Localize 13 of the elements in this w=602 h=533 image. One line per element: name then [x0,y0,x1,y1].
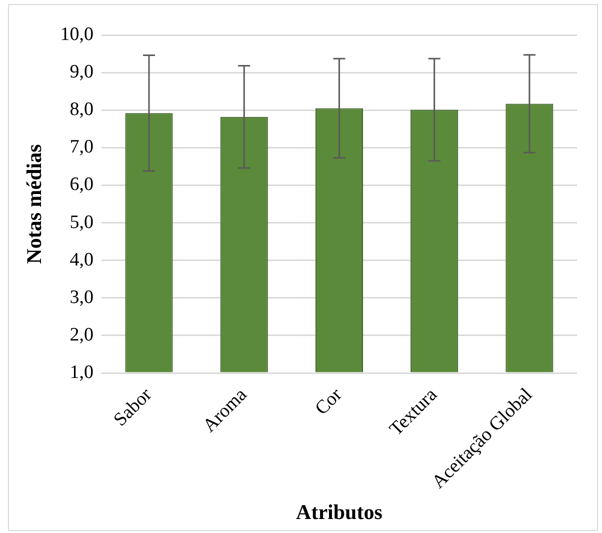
y-tick-label: 10,0 [60,24,94,45]
x-tick-label: Cor [311,384,347,420]
y-tick-label: 5,0 [70,212,94,233]
y-tick-label: 2,0 [70,324,94,346]
x-axis-title: Atributos [296,500,382,524]
y-tick-label: 8,0 [70,99,94,120]
y-tick-label: 9,0 [70,62,94,83]
y-tick-label: 1,0 [70,362,94,384]
y-tick-label: 3,0 [70,286,94,308]
y-tick-label: 7,0 [70,136,94,158]
y-tick-label: 6,0 [70,174,94,196]
y-axis-title: Notas médias [22,144,46,264]
y-tick-label: 4,0 [70,249,94,270]
